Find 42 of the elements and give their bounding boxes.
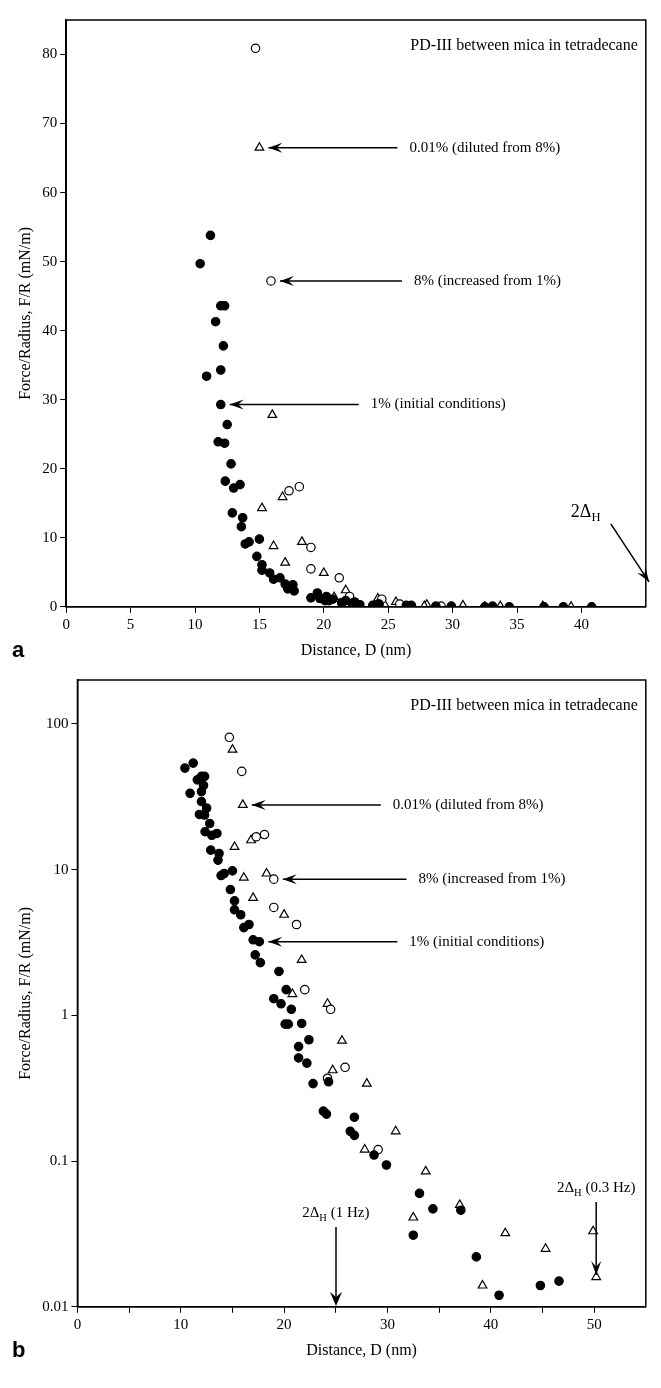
x-tick-label: 10 <box>173 1315 189 1332</box>
x-tick-label: 35 <box>509 615 525 632</box>
x-axis-title: Distance, D (nm) <box>306 1340 417 1359</box>
x-tick-label: 20 <box>276 1315 292 1332</box>
annotation: 0.01% (diluted from 8%) <box>409 138 561 156</box>
x-tick-label: 25 <box>380 615 396 632</box>
annotation: 0.01% (diluted from 8%) <box>392 795 544 813</box>
y-tick-label: 100 <box>45 714 69 731</box>
text: PD-III between mica in tetradecane <box>410 36 638 54</box>
x-tick-label: 15 <box>251 615 267 632</box>
y-tick-label: 80 <box>42 45 58 62</box>
y-tick-label: 1 <box>60 1006 69 1023</box>
text: b <box>12 1337 26 1363</box>
y-tick-label: 20 <box>42 459 58 476</box>
x-tick-label: 50 <box>586 1315 602 1332</box>
y-tick-label: 0.1 <box>49 1152 69 1169</box>
x-tick-label: 40 <box>573 615 589 632</box>
y-tick-label: 50 <box>42 252 58 269</box>
x-axis-title: Distance, D (nm) <box>300 640 412 659</box>
annotation: 1% (initial conditions) <box>409 932 545 950</box>
x-tick-label: 0 <box>73 1315 82 1332</box>
x-tick-label: 5 <box>126 615 135 632</box>
y-tick-label: 10 <box>53 860 69 877</box>
y-tick-label: 30 <box>42 390 58 407</box>
y-tick-label: 70 <box>42 114 58 131</box>
y-tick-label: 60 <box>42 183 58 200</box>
y-axis-title: Force/Radius, F/R (mN/m) <box>15 226 34 400</box>
text: a <box>12 637 25 663</box>
annotation: 1% (initial conditions) <box>370 395 506 413</box>
annotation: 8% (increased from 1%) <box>413 271 561 289</box>
x-tick-label: 40 <box>483 1315 499 1332</box>
y-tick-label: 0 <box>49 597 58 614</box>
y-tick-label: 10 <box>42 528 58 545</box>
y-tick-label: 40 <box>42 321 58 338</box>
x-tick-label: 30 <box>445 615 461 632</box>
text: PD-III between mica in tetradecane <box>410 696 638 714</box>
y-tick-label: 0.01 <box>42 1297 69 1314</box>
annotation: 8% (increased from 1%) <box>418 870 566 888</box>
y-axis-title: Force/Radius, F/R (mN/m) <box>15 906 34 1080</box>
x-tick-label: 10 <box>187 615 203 632</box>
x-tick-label: 20 <box>316 615 332 632</box>
x-tick-label: 30 <box>379 1315 395 1332</box>
